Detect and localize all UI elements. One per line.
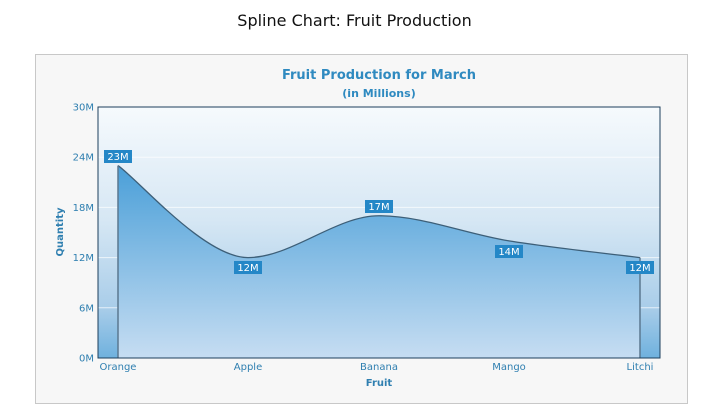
x-tick-label: Apple: [234, 362, 262, 373]
data-area: [118, 165, 640, 358]
y-tick-label: 12M: [73, 253, 94, 264]
value-label: 12M: [629, 263, 650, 274]
x-tick-label: Mango: [492, 362, 526, 373]
data-line: [117, 165, 641, 259]
y-tick-label: 30M: [73, 103, 94, 114]
x-axis: Orange Apple Banana Mango Litchi Fruit: [100, 362, 654, 389]
x-axis-title: Fruit: [366, 378, 393, 389]
page-title: Spline Chart: Fruit Production: [237, 11, 472, 30]
value-label: 14M: [498, 247, 519, 258]
y-tick-label: 18M: [73, 203, 94, 214]
y-axis-title: Quantity: [55, 207, 66, 256]
chart-caption: Fruit Production for March: [281, 68, 477, 83]
value-labels: 23M 12M 17M 14M 12M: [104, 150, 654, 274]
y-tick-label: 0M: [79, 354, 94, 365]
x-tick-label: Orange: [100, 362, 137, 373]
y-tick-label: 24M: [73, 153, 94, 164]
plot-border: [97, 106, 661, 359]
chart-subcaption: (in Millions): [342, 87, 416, 100]
y-axis: 0M 6M 12M 18M 24M 30M Quantity: [55, 103, 94, 365]
x-tick-label: Banana: [360, 362, 398, 373]
value-label: 23M: [107, 152, 128, 163]
value-label: 12M: [237, 263, 258, 274]
y-tick-label: 6M: [79, 303, 94, 314]
value-label: 17M: [368, 202, 389, 213]
x-tick-label: Litchi: [627, 362, 654, 373]
